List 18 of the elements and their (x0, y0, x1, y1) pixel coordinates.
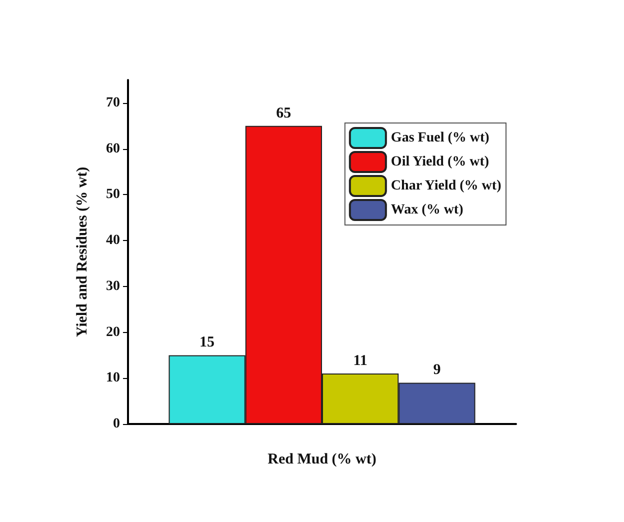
y-tick-label: 50 (106, 187, 120, 202)
y-tick-label: 70 (106, 95, 120, 110)
y-axis-title: Yield and Residues (% wt) (74, 166, 90, 338)
legend-label: Oil Yield (% wt) (390, 154, 490, 170)
legend-label: Gas Fuel (% wt) (390, 130, 490, 146)
legend-label: Wax (% wt) (390, 202, 464, 218)
y-tick-label: 20 (106, 324, 120, 340)
y-tick-label: 10 (106, 370, 120, 386)
data-label: 65 (276, 105, 292, 122)
data-label: 15 (200, 334, 215, 351)
x-axis-title: Red Mud (% wt) (268, 452, 376, 468)
data-label: 9 (433, 362, 441, 378)
data-label: 11 (353, 353, 368, 370)
y-tick-label: 30 (106, 278, 120, 294)
legend-label: Char Yield (% wt) (390, 178, 502, 194)
y-tick-label: 60 (106, 141, 120, 156)
y-tick-label: 40 (106, 233, 120, 248)
y-tick-label: 0 (113, 416, 120, 432)
